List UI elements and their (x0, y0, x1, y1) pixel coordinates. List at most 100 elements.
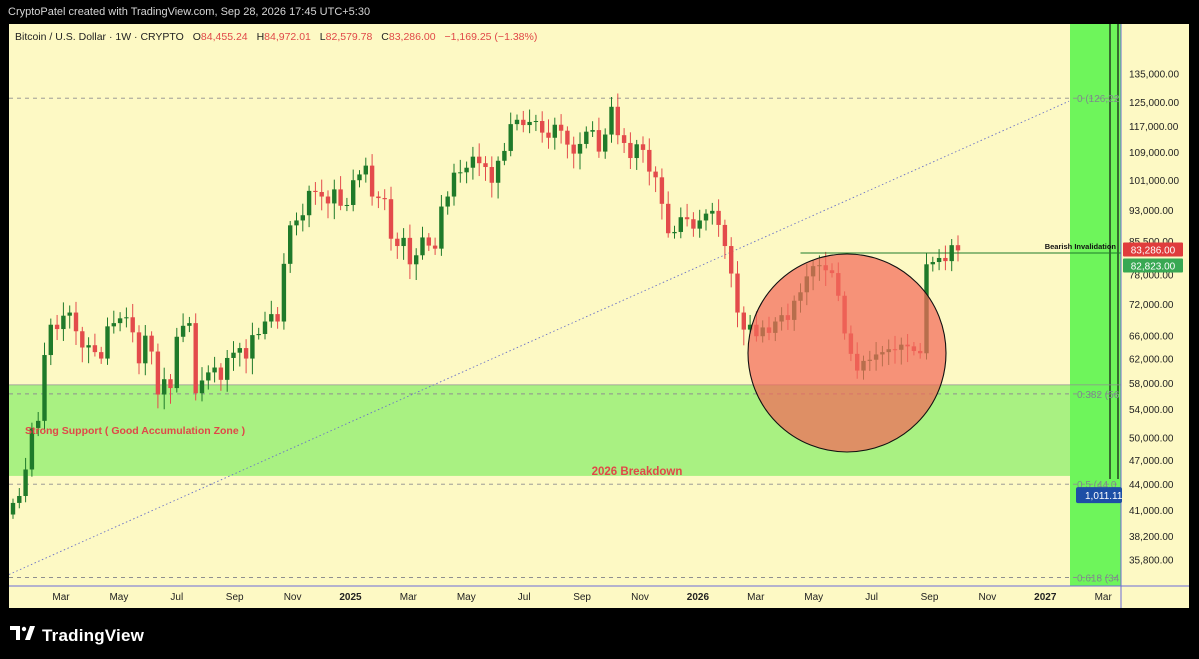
candle-body (432, 245, 438, 249)
candle-body (231, 352, 236, 358)
candle-body (149, 335, 154, 352)
price-tick-label: 117,000.00 (1129, 122, 1179, 133)
candle-body (288, 225, 293, 264)
candle-body (199, 380, 205, 394)
candle-body (48, 324, 53, 356)
candle-body (577, 143, 583, 154)
candle-body (414, 255, 419, 265)
candle-body (80, 331, 85, 348)
candle-body (351, 180, 356, 205)
open-value: 84,455.24 (200, 31, 248, 43)
candlestick-chart[interactable]: Bearish Invalidation Strong Support ( Goo… (9, 24, 1189, 608)
candle-body (212, 367, 217, 373)
candle-body (697, 220, 702, 229)
overlay-layer: Bearish Invalidation Strong Support ( Goo… (25, 94, 1121, 584)
open-label: O (192, 31, 201, 43)
candle-body (489, 167, 494, 183)
price-tick-label: 125,000.00 (1129, 98, 1179, 109)
footer: TradingView (0, 612, 1199, 659)
candle-body (596, 130, 602, 152)
candle-body (722, 224, 728, 247)
tradingview-logo-icon[interactable] (10, 625, 36, 646)
price-tick-label: 35,800.00 (1129, 556, 1174, 567)
candle-body (10, 502, 16, 515)
candle-body (111, 323, 116, 327)
price-tick-label: 47,000.00 (1129, 456, 1174, 467)
candle-body (470, 156, 476, 168)
candle-body (508, 124, 513, 151)
candle-body (187, 323, 192, 326)
candle-body (117, 318, 123, 324)
candle-body (73, 312, 79, 332)
candle-body (67, 312, 72, 316)
candle-body (262, 321, 268, 335)
candle-body (653, 171, 658, 178)
chart-frame[interactable]: Bearish Invalidation Strong Support ( Goo… (9, 24, 1189, 608)
candle-body (155, 351, 161, 395)
time-tick-label: Jul (865, 592, 878, 603)
candle-body (193, 323, 198, 394)
candle-body (36, 420, 41, 428)
tradingview-brand: TradingView (42, 625, 145, 645)
time-axis: Mar May Jul Sep Nov 2025 Mar May Jul Sep Nov 2026 Ma… (9, 585, 1189, 608)
candle-body (735, 273, 740, 313)
price-tick-label: 50,000.00 (1129, 433, 1174, 444)
candle-body (23, 469, 28, 496)
time-tick-label: Sep (921, 592, 939, 603)
time-tick-label: May (457, 592, 476, 603)
fib-label: 0 (126,22 (1077, 94, 1120, 105)
price-tick-label: 72,000.00 (1129, 300, 1174, 311)
candle-body (382, 198, 387, 200)
support-zone (9, 384, 1121, 476)
candle-body (445, 196, 450, 207)
candle-body (180, 325, 186, 337)
candle-body (710, 210, 715, 214)
zones-layer (9, 24, 1122, 586)
candle-body (237, 348, 242, 353)
candle-body (325, 196, 331, 204)
candle-body (300, 215, 305, 221)
price-tick-label: 135,000.00 (1129, 70, 1179, 81)
candle-body (930, 262, 935, 265)
candle-body (29, 427, 35, 470)
candle-body (439, 206, 444, 249)
time-tick-label: Sep (226, 592, 244, 603)
chart-attribution: CryptoPatel created with TradingView.com… (8, 6, 371, 18)
change-value: −1,169.25 (−1.38%) (444, 31, 538, 43)
candle-body (533, 121, 539, 123)
candle-body (483, 163, 488, 168)
candle-body (162, 379, 167, 395)
candle-body (363, 165, 368, 175)
candle-body (584, 131, 589, 144)
candle-body (741, 312, 746, 330)
time-tick-label: 2026 (687, 592, 710, 603)
candle-body (250, 335, 255, 359)
candle-body (716, 210, 721, 225)
time-tick-label: Nov (979, 592, 997, 603)
price-tick-label: 54,000.00 (1129, 405, 1174, 416)
candle-body (225, 357, 230, 380)
candle-body (615, 106, 620, 136)
symbol-legend: Bitcoin / U.S. Dollar · 1W · CRYPTO O84,… (15, 31, 537, 43)
candle-body (306, 190, 312, 216)
candle-body (502, 150, 507, 161)
candle-body (168, 379, 173, 389)
candle-body (603, 134, 608, 152)
candle-body (628, 142, 633, 159)
candle-body (943, 257, 948, 262)
candle-body (672, 231, 677, 234)
price-tags-layer: 83,286.00 82,823.00 1,011.11 (1076, 242, 1183, 504)
candle-body (395, 238, 400, 247)
candle-body (464, 167, 469, 173)
candle-body (521, 119, 526, 126)
invalidation-label: Bearish Invalidation (1045, 242, 1117, 251)
candle-body (678, 217, 683, 232)
candle-body (609, 106, 614, 135)
candle-body (495, 160, 501, 183)
low-value: 82,579.78 (325, 31, 373, 43)
close-value: 83,286.00 (388, 31, 436, 43)
time-tick-label: May (109, 592, 128, 603)
trend-line (9, 100, 1070, 575)
low-label: L (319, 31, 326, 43)
price-tick-label: 93,000.00 (1129, 206, 1174, 217)
